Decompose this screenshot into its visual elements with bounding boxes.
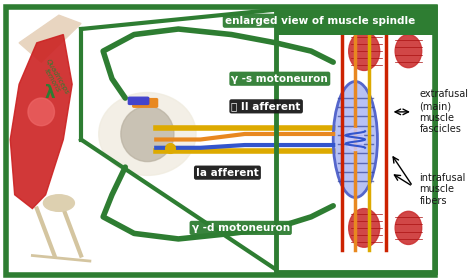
Ellipse shape xyxy=(28,98,55,126)
Ellipse shape xyxy=(349,209,380,247)
Ellipse shape xyxy=(121,106,174,162)
Text: Quadriceps
femoris: Quadriceps femoris xyxy=(39,58,70,99)
Text: enlarged view of muscle spindle: enlarged view of muscle spindle xyxy=(225,16,415,26)
Bar xyxy=(276,10,435,35)
Text: intrafusal
muscle
fibers: intrafusal muscle fibers xyxy=(419,173,466,206)
Text: λ: λ xyxy=(45,84,55,102)
Ellipse shape xyxy=(395,35,422,68)
Ellipse shape xyxy=(395,211,422,244)
Text: γ -d motoneuron: γ -d motoneuron xyxy=(191,223,290,233)
Text: ˹ II afferent: ˹ II afferent xyxy=(231,101,301,111)
Ellipse shape xyxy=(349,32,380,70)
Polygon shape xyxy=(19,15,81,62)
Ellipse shape xyxy=(346,128,364,151)
Bar xyxy=(276,7,435,272)
FancyBboxPatch shape xyxy=(133,98,157,107)
FancyBboxPatch shape xyxy=(128,97,149,104)
Text: Ia afferent: Ia afferent xyxy=(196,168,259,178)
Polygon shape xyxy=(10,35,72,209)
Text: extrafusal
(main)
muscle
fascicles: extrafusal (main) muscle fascicles xyxy=(419,90,468,134)
Ellipse shape xyxy=(333,81,377,198)
Ellipse shape xyxy=(44,195,74,211)
Text: γ -s motoneuron: γ -s motoneuron xyxy=(231,74,328,84)
Ellipse shape xyxy=(99,93,196,175)
